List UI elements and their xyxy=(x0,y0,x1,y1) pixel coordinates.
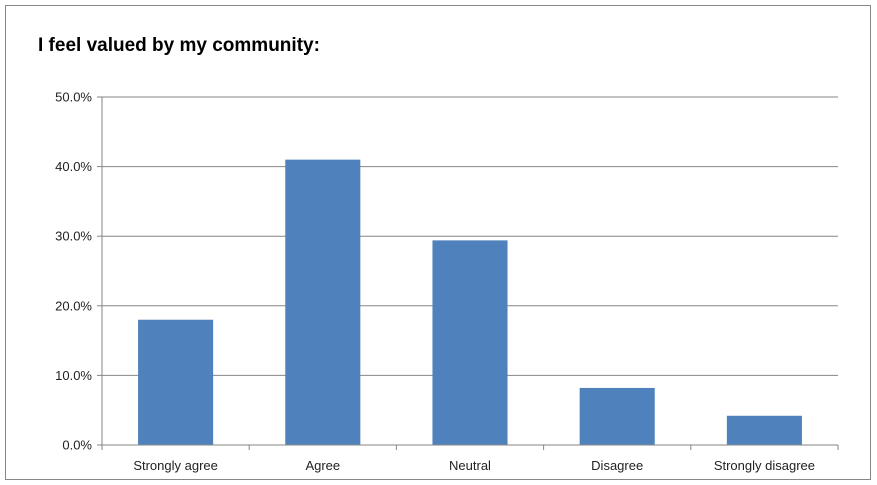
x-tick-label: Strongly disagree xyxy=(714,458,815,473)
y-tick-label: 20.0% xyxy=(55,298,92,313)
y-tick-label: 50.0% xyxy=(55,90,92,105)
bar xyxy=(432,240,508,445)
y-tick-label: 40.0% xyxy=(55,159,92,174)
x-tick-label: Agree xyxy=(305,458,340,473)
bar xyxy=(138,319,214,445)
y-tick-label: 30.0% xyxy=(55,229,92,244)
bar xyxy=(285,159,361,445)
x-tick-label: Strongly agree xyxy=(133,458,218,473)
bar xyxy=(579,387,655,445)
x-tick-label: Disagree xyxy=(591,458,643,473)
x-axis-ticks: Strongly agree Agree Neutral Disagree Strong… xyxy=(101,445,839,473)
y-axis-ticks: 0.0% 10.0% 20.0% 30.0% 40.0% 50.0% xyxy=(55,90,102,453)
bar xyxy=(726,415,802,445)
axes xyxy=(101,97,838,446)
y-tick-label: 10.0% xyxy=(55,368,92,383)
chart-title: I feel valued by my community: xyxy=(38,35,320,56)
x-tick-label: Neutral xyxy=(449,458,491,473)
y-tick-label: 0.0% xyxy=(62,438,92,453)
bars xyxy=(138,159,802,445)
